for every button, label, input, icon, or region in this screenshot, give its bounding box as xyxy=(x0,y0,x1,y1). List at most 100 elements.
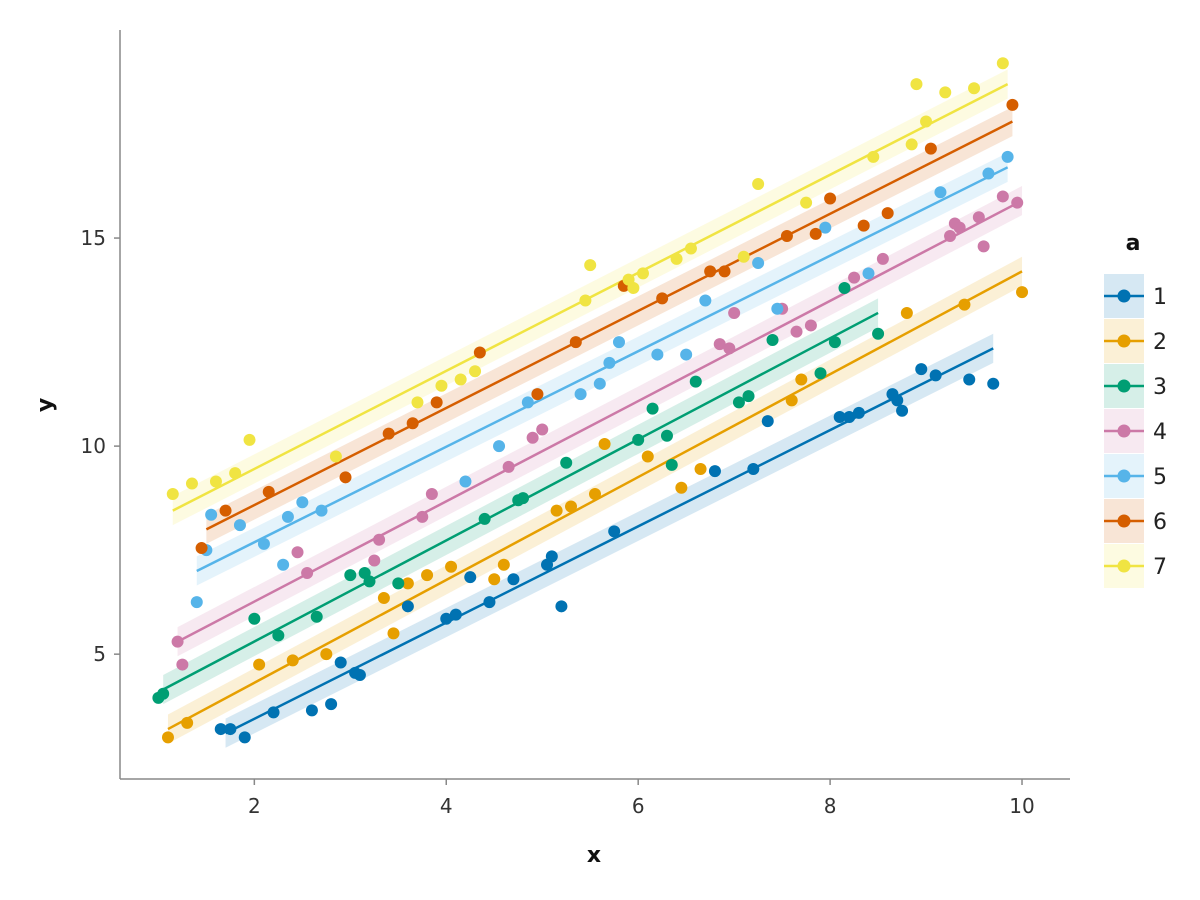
data-point-4 xyxy=(804,319,817,332)
data-point-7 xyxy=(670,252,683,265)
legend: a 1 2 3 4 5 6 7 xyxy=(1104,231,1167,588)
data-point-2 xyxy=(565,500,578,513)
data-point-4 xyxy=(171,635,184,648)
legend-item-1: 1 xyxy=(1104,274,1167,318)
data-point-5 xyxy=(1001,150,1014,163)
data-point-1 xyxy=(238,731,251,744)
data-point-2 xyxy=(445,560,458,573)
data-point-4 xyxy=(502,460,515,473)
data-point-6 xyxy=(718,265,731,278)
data-point-7 xyxy=(166,487,179,500)
data-point-2 xyxy=(958,298,971,311)
data-point-2 xyxy=(497,558,510,571)
data-point-2 xyxy=(253,658,266,671)
data-point-6 xyxy=(531,388,544,401)
data-point-3 xyxy=(689,375,702,388)
data-point-7 xyxy=(209,475,222,488)
data-point-4 xyxy=(536,423,549,436)
data-point-1 xyxy=(761,415,774,428)
data-point-4 xyxy=(291,546,304,559)
data-point-3 xyxy=(828,336,841,349)
data-point-6 xyxy=(430,396,443,409)
data-point-4 xyxy=(848,271,861,284)
data-point-4 xyxy=(301,567,314,580)
data-point-1 xyxy=(483,596,496,609)
data-point-2 xyxy=(161,731,174,744)
y-tick-label: 10 xyxy=(81,434,106,458)
data-point-7 xyxy=(996,57,1009,70)
data-point-7 xyxy=(684,242,697,255)
data-point-3 xyxy=(478,512,491,525)
data-point-2 xyxy=(641,450,654,463)
data-point-2 xyxy=(589,487,601,500)
data-point-5 xyxy=(593,377,606,390)
data-point-3 xyxy=(742,390,755,403)
legend-item-4: 4 xyxy=(1104,409,1167,453)
data-point-7 xyxy=(329,450,342,463)
x-tick-label: 2 xyxy=(248,794,261,818)
data-point-7 xyxy=(737,250,750,263)
data-point-1 xyxy=(555,600,568,613)
data-point-5 xyxy=(233,519,246,532)
data-point-1 xyxy=(214,723,227,736)
data-point-5 xyxy=(296,496,309,509)
x-ticks: 2 4 6 8 10 xyxy=(248,779,1035,818)
data-point-3 xyxy=(248,612,261,625)
y-tick-label: 5 xyxy=(93,642,106,666)
data-point-1 xyxy=(708,465,721,478)
data-point-4 xyxy=(373,533,386,546)
data-point-2 xyxy=(550,504,563,517)
data-point-6 xyxy=(382,427,395,440)
x-axis-title: x xyxy=(587,843,601,868)
data-point-1 xyxy=(267,706,280,719)
data-point-5 xyxy=(190,596,203,609)
data-point-1 xyxy=(833,410,846,423)
data-point-5 xyxy=(819,221,832,234)
data-point-7 xyxy=(469,365,482,378)
data-point-5 xyxy=(315,504,328,517)
legend-item-5: 5 xyxy=(1104,454,1167,498)
legend-item-7: 7 xyxy=(1104,544,1167,588)
confidence-bands xyxy=(163,69,1023,748)
fit-line-5 xyxy=(196,166,1009,573)
data-point-5 xyxy=(257,537,270,550)
legend-swatch-point xyxy=(1117,424,1131,438)
data-point-5 xyxy=(982,167,995,180)
data-point-7 xyxy=(800,196,813,209)
data-point-1 xyxy=(353,668,366,681)
data-point-4 xyxy=(416,510,429,523)
data-point-5 xyxy=(771,302,784,315)
data-point-4 xyxy=(977,240,990,253)
data-point-7 xyxy=(920,115,933,128)
legend-swatch-point xyxy=(1117,334,1131,348)
data-point-3 xyxy=(632,433,645,446)
data-point-7 xyxy=(579,294,592,307)
data-point-5 xyxy=(699,294,712,307)
legend-swatch-point xyxy=(1117,559,1131,573)
x-tick-label: 4 xyxy=(440,794,453,818)
legend-title: a xyxy=(1126,231,1141,256)
data-point-2 xyxy=(387,627,400,640)
data-point-4 xyxy=(953,221,966,234)
data-point-3 xyxy=(272,629,285,642)
fit-line-6 xyxy=(205,120,1013,531)
data-point-5 xyxy=(574,388,587,401)
data-point-7 xyxy=(411,396,424,409)
data-point-3 xyxy=(310,610,323,623)
data-point-6 xyxy=(195,542,208,555)
data-point-7 xyxy=(752,177,765,190)
data-point-2 xyxy=(795,373,808,386)
data-point-7 xyxy=(636,267,649,280)
data-point-1 xyxy=(747,462,760,475)
x-tick-label: 6 xyxy=(632,794,645,818)
data-point-1 xyxy=(464,571,477,584)
data-point-3 xyxy=(665,458,678,471)
legend-swatch-point xyxy=(1117,514,1131,528)
data-point-6 xyxy=(219,504,232,517)
data-point-5 xyxy=(752,257,765,270)
data-point-6 xyxy=(1006,98,1019,111)
data-point-6 xyxy=(809,227,822,240)
data-point-6 xyxy=(924,142,937,155)
legend-label: 4 xyxy=(1153,420,1167,445)
